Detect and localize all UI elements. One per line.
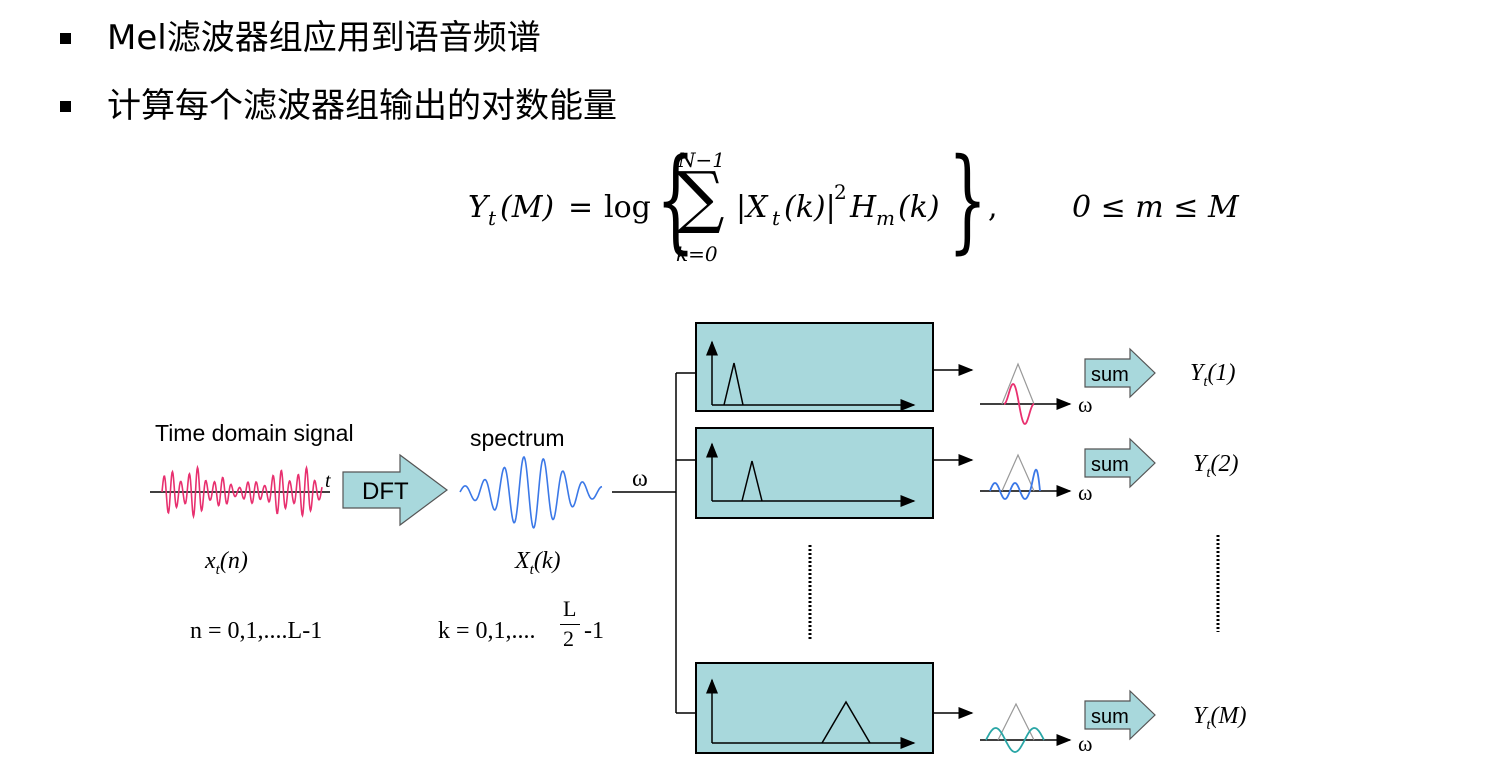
formula-right-brace: }: [948, 135, 988, 265]
sum-arrow-2: sum: [1084, 437, 1156, 489]
x-n-var: x: [205, 548, 216, 574]
formula-term-4: (k): [898, 190, 940, 225]
k-range-fraction-bar: [560, 624, 580, 625]
triangle-filter-m: [821, 700, 871, 744]
X-k-sub: t: [529, 562, 534, 578]
bullet-row-1: Mel滤波器组应用到语音频谱: [60, 18, 541, 58]
output-label-2: Yt(2): [1193, 451, 1239, 481]
bullet-text-2: 计算每个滤波器组输出的对数能量: [107, 86, 617, 126]
omega-label-1: ω: [1078, 392, 1093, 417]
formula-sum-upper: N−1: [678, 148, 725, 172]
sum-arrow-m: sum: [1084, 689, 1156, 741]
time-axis-label: t: [325, 470, 331, 492]
k-range-denominator: 2: [563, 626, 574, 651]
formula-log: log: [604, 190, 651, 225]
time-domain-signal-label: Time domain signal: [155, 420, 354, 446]
output-1-sub: t: [1203, 374, 1208, 390]
formula-term-1: |X: [736, 190, 768, 225]
output-2-sub: t: [1206, 465, 1211, 481]
filter-box-2: [695, 427, 934, 519]
bullet-square-icon: [60, 100, 71, 112]
formula-range: 0 ≤ m ≤ M: [1072, 190, 1239, 225]
formula-term-1-sub: t: [772, 206, 781, 230]
k-range-numerator: L: [563, 596, 577, 621]
k-range-prefix: k = 0,1,....: [438, 618, 536, 644]
output-m-sub: t: [1206, 717, 1211, 733]
output-2-var: Y: [1193, 451, 1207, 477]
bullet-square-icon: [60, 32, 71, 44]
output-plot-1: [980, 362, 1072, 425]
x-n-label: xt(n): [205, 548, 248, 578]
n-range-label: n = 0,1,....L-1: [190, 618, 323, 644]
X-k-label: Xt(k): [515, 548, 561, 578]
x-n-sub: t: [215, 562, 220, 578]
formula-lhs-sub: t: [488, 206, 497, 230]
bullet-row-2: 计算每个滤波器组输出的对数能量: [60, 86, 617, 126]
triangle-filter-1: [723, 362, 744, 406]
triangle-filter-2: [741, 460, 763, 502]
formula-term-2-sup: 2: [834, 180, 847, 204]
omega-label-2: ω: [1078, 480, 1093, 505]
output-label-1: Yt(1): [1190, 360, 1236, 390]
sum-arrow-1: sum: [1084, 347, 1156, 399]
output-m-var: Y: [1193, 703, 1207, 729]
formula-term-2: (k)|: [784, 190, 836, 225]
output-plot-m: [980, 702, 1072, 753]
output-plot-2: [980, 453, 1072, 500]
spectrum-wave: [459, 455, 603, 529]
time-domain-signal-wave: [161, 464, 323, 520]
formula-comma: ,: [988, 190, 998, 225]
filter-box-1: [695, 322, 934, 412]
dft-arrow: [342, 453, 449, 527]
x-n-arg: (n): [219, 548, 248, 574]
output-label-m: Yt(M): [1193, 703, 1247, 733]
filter-box-m: [695, 662, 934, 754]
omega-label-input: ω: [632, 466, 648, 492]
spectrum-label: spectrum: [470, 425, 565, 451]
formula-left-brace: {: [656, 135, 696, 265]
formula-term-3-sub: m: [876, 206, 895, 230]
sum-label-m: sum: [1091, 706, 1129, 728]
output-1-var: Y: [1190, 360, 1204, 386]
formula-lhs-arg: (M): [500, 190, 555, 225]
sum-label-1: sum: [1091, 364, 1129, 386]
formula-sigma-icon: ∑: [676, 158, 725, 237]
formula-sum-lower: k=0: [676, 242, 718, 266]
log-energy-formula: Y t (M) = log { N−1 ∑ k=0 |X t (k)| 2 H …: [460, 144, 1260, 280]
omega-label-m: ω: [1078, 731, 1093, 756]
output-m-arg: (M): [1210, 703, 1247, 729]
sum-label-2: sum: [1091, 454, 1129, 476]
formula-equals: =: [568, 190, 594, 225]
bullet-text-1: Mel滤波器组应用到语音频谱: [107, 18, 541, 58]
formula-term-3: H: [850, 190, 877, 225]
dft-label: DFT: [362, 478, 409, 505]
k-range-suffix: -1: [584, 618, 604, 644]
X-k-arg: (k): [533, 548, 561, 574]
formula-lhs-var: Y: [468, 190, 488, 225]
output-1-arg: (1): [1207, 360, 1236, 386]
output-2-arg: (2): [1210, 451, 1239, 477]
X-k-var: X: [515, 548, 530, 574]
